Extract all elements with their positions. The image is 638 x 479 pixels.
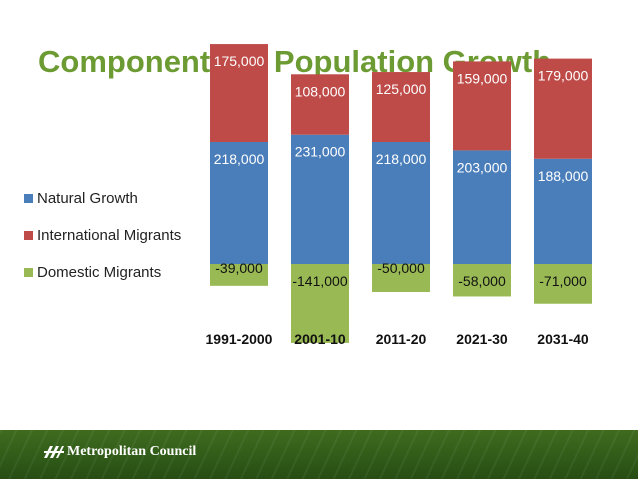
bar-segment [291, 74, 349, 135]
category-tick-label: 2031-40 [537, 331, 589, 347]
bar-segment [453, 264, 511, 297]
data-label: -58,000 [458, 273, 506, 289]
data-label: -50,000 [377, 260, 425, 276]
bar-segment [534, 158, 592, 264]
data-label: 175,000 [214, 53, 265, 69]
bar-segment [453, 61, 511, 151]
footer-org-name: Metropolitan Council [67, 444, 197, 459]
data-label: 218,000 [214, 151, 265, 167]
legend-swatch [24, 231, 33, 240]
data-label: 159,000 [457, 70, 508, 86]
data-label: -39,000 [215, 260, 263, 276]
data-label: 179,000 [538, 68, 589, 84]
bar-segment [210, 142, 268, 264]
bar-segment [534, 58, 592, 159]
council-logo-icon [44, 446, 64, 458]
bar-segment [534, 264, 592, 304]
data-label: 108,000 [295, 83, 346, 99]
legend-swatch [24, 268, 33, 277]
bar-segment [210, 264, 268, 286]
data-label: 203,000 [457, 159, 508, 175]
bar-segment [372, 142, 430, 264]
footer-map-texture [0, 430, 638, 479]
bar-segment [372, 264, 430, 292]
legend-label: International Migrants [37, 227, 182, 244]
footer-bar: Metropolitan Council [0, 430, 638, 479]
legend-item: Natural Growth [24, 190, 138, 207]
bar-segment [291, 134, 349, 264]
bar-segment [372, 72, 430, 142]
legend-item: Domestic Migrants [24, 264, 161, 281]
bar-segment [291, 264, 349, 343]
footer-logo: Metropolitan Council [44, 444, 196, 460]
bar-segment [453, 150, 511, 264]
legend-item: International Migrants [24, 227, 181, 244]
category-tick-label: 2001-10 [294, 331, 346, 347]
bar-segment [210, 44, 268, 142]
data-label: -141,000 [292, 273, 347, 289]
legend-label: Natural Growth [37, 190, 138, 207]
data-label: -71,000 [539, 273, 587, 289]
data-label: 125,000 [376, 81, 427, 97]
data-label: 218,000 [376, 151, 427, 167]
category-tick-label: 2011-20 [376, 331, 427, 347]
data-label: 231,000 [295, 144, 346, 160]
legend-label: Domestic Migrants [37, 264, 162, 281]
data-label: 188,000 [538, 168, 589, 184]
legend-swatch [24, 194, 33, 203]
category-tick-label: 2021-30 [456, 331, 508, 347]
category-tick-label: 1991-2000 [206, 331, 273, 347]
